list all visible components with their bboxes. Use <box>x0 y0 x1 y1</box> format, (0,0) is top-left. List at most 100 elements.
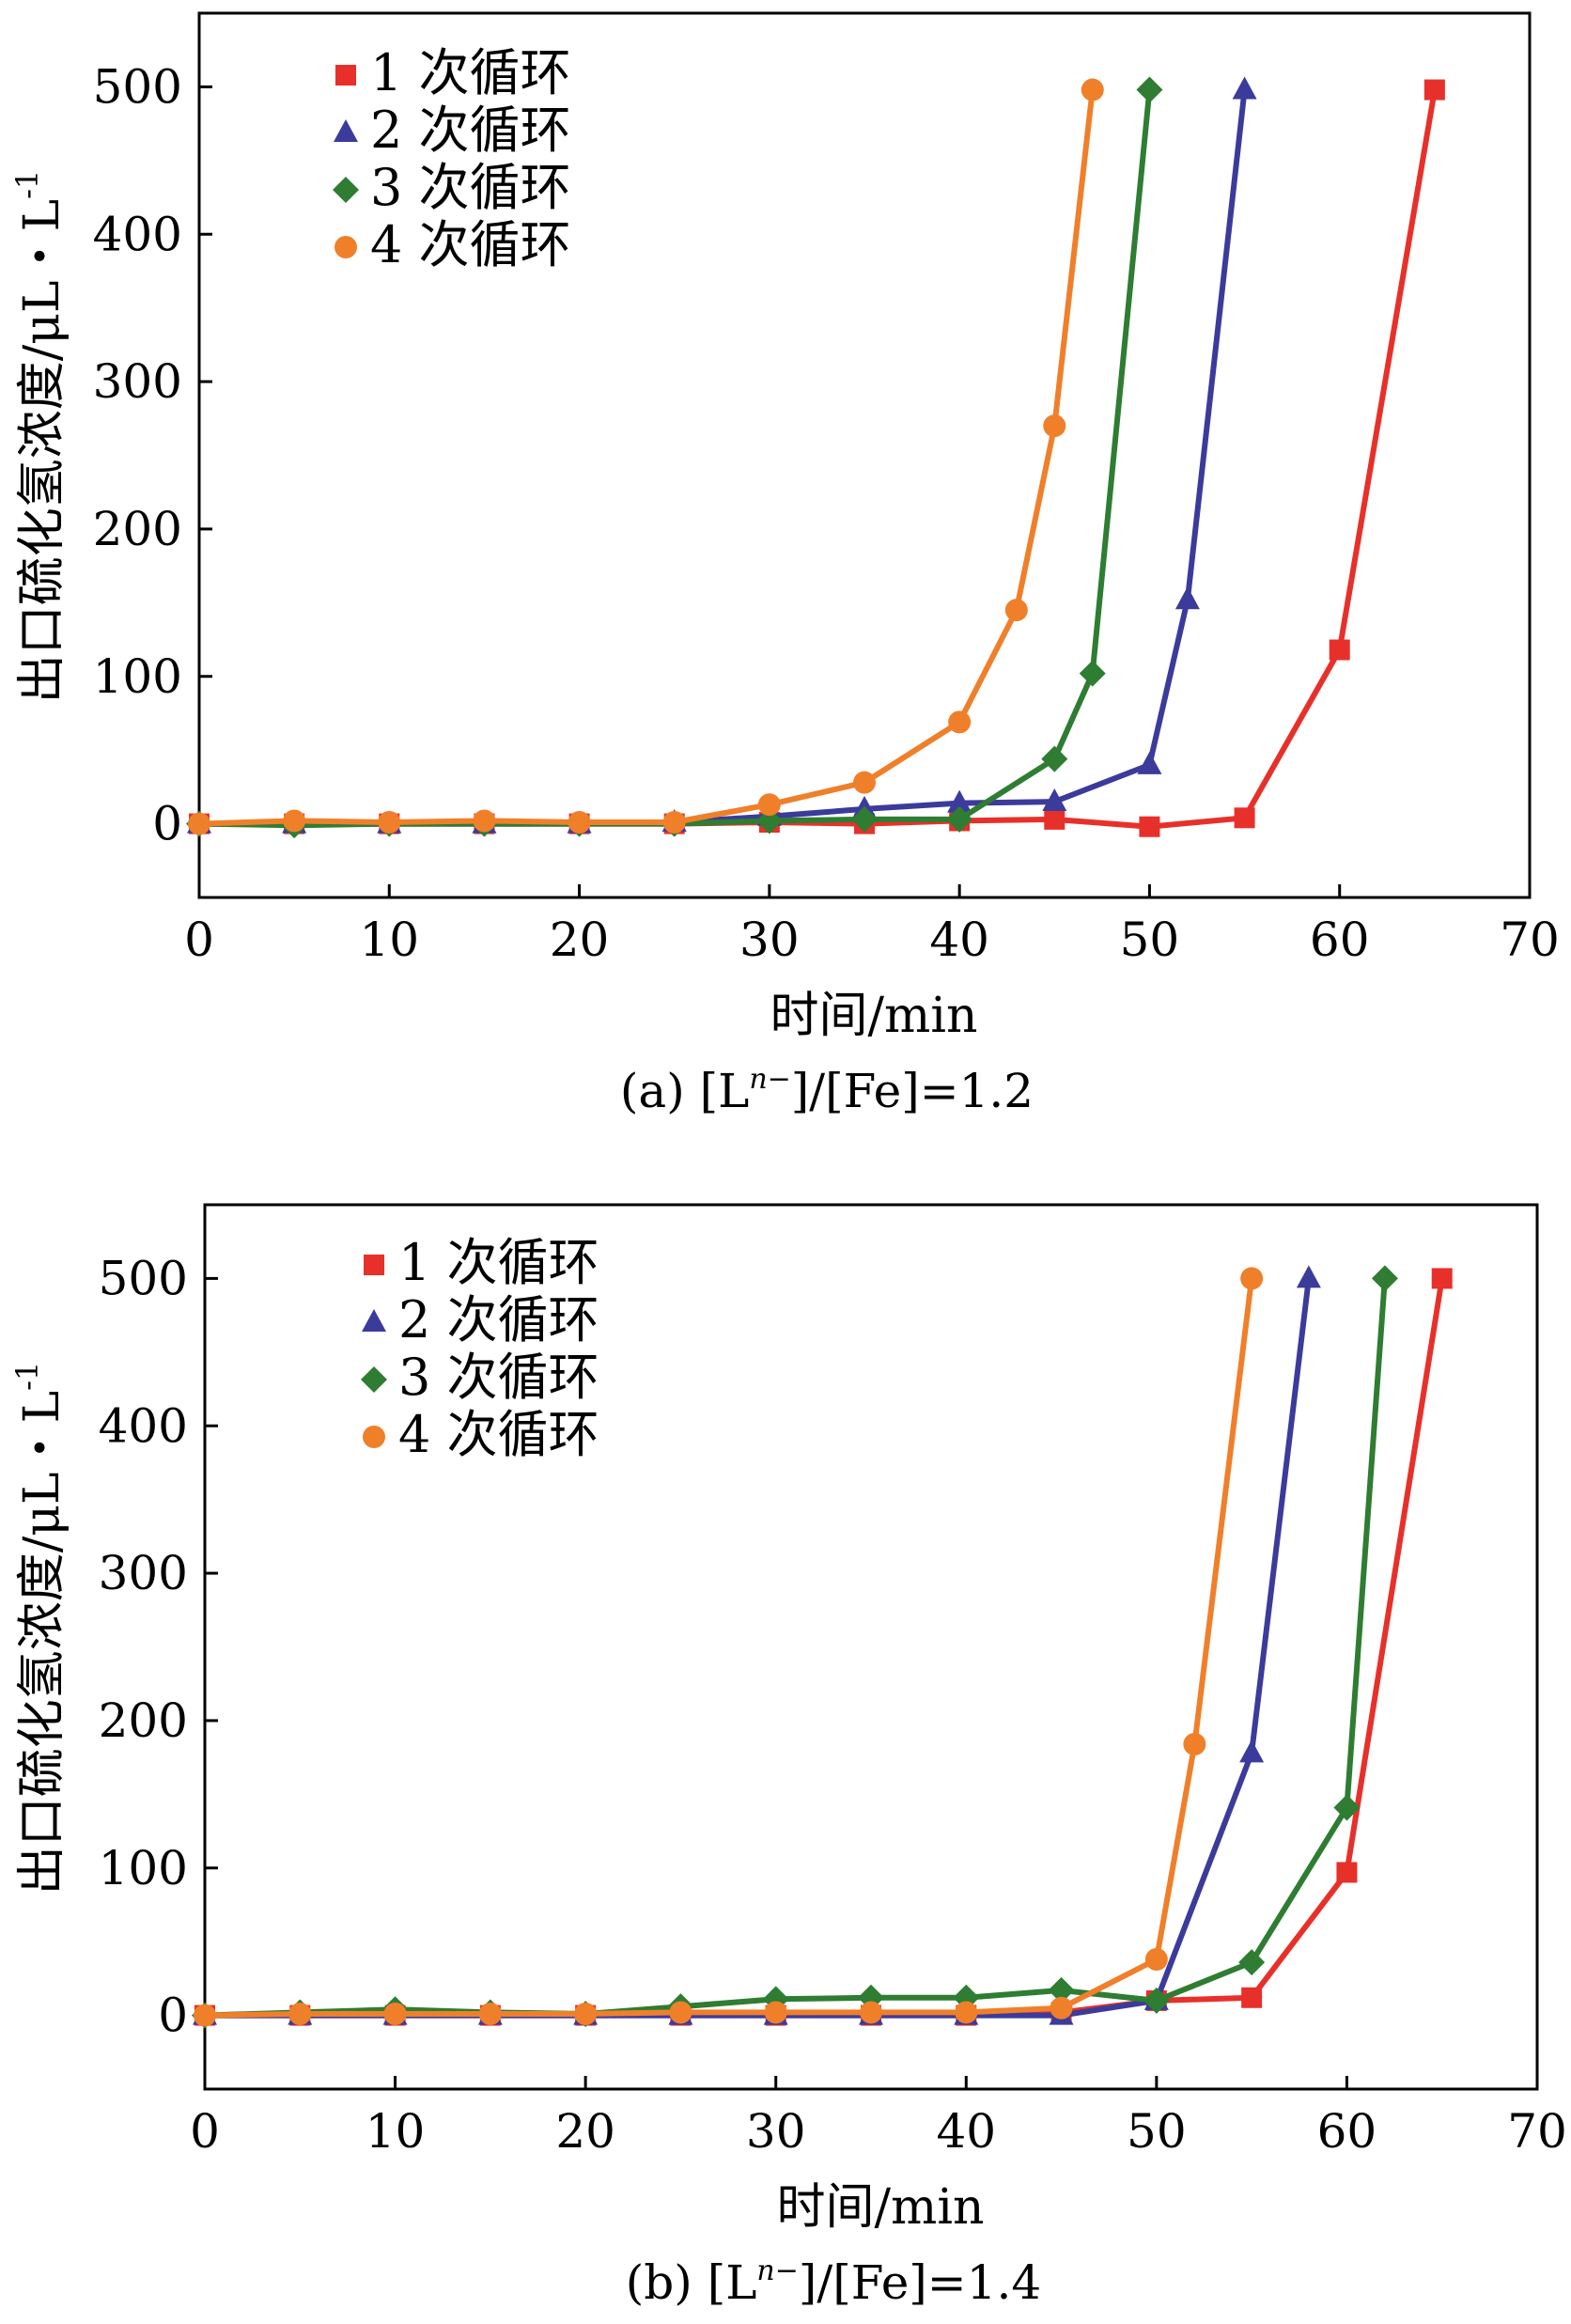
y-tick-label: 0 <box>158 1989 188 2043</box>
legend-marker <box>362 1309 386 1332</box>
data-point <box>1143 1987 1170 2014</box>
data-point <box>1081 78 1104 101</box>
data-point <box>1333 1794 1361 1821</box>
data-point <box>188 812 210 835</box>
caption-text: (a) [L <box>620 1064 749 1118</box>
chart-panel-a: 0 10 20 30 40 50 60 70 0 100 200 300 400 500 时间/min 出口硫… <box>9 11 1560 1118</box>
x-axis-label: 时间/min <box>777 2179 985 2236</box>
series-line-2 <box>199 89 1248 827</box>
data-point <box>1371 1265 1398 1292</box>
y-tick-label: 400 <box>99 1398 188 1453</box>
series-line-4 <box>204 1278 1255 2019</box>
legend-label: 1 次循环 <box>370 43 571 102</box>
y-axis-label-superscript: -1 <box>9 170 45 199</box>
data-point <box>383 2003 407 2026</box>
legend-marker <box>363 1426 385 1448</box>
data-point <box>948 710 972 734</box>
caption-text: (b) [L <box>626 2255 757 2310</box>
data-point <box>478 2003 502 2026</box>
y-tick-label: 200 <box>99 1693 188 1748</box>
data-point <box>662 811 686 834</box>
series-line-3 <box>204 1278 1388 2019</box>
legend-label: 2 次循环 <box>370 101 571 160</box>
y-axis-label: 出口硫化氢浓度/μL・L-1 <box>9 1362 70 1895</box>
y-tick-label: 0 <box>152 797 182 851</box>
x-axis-label: 时间/min <box>770 988 978 1044</box>
panel-caption: (b) [Ln−]/[Fe]=1.4 <box>626 2254 1041 2310</box>
caption-superscript: n− <box>756 2254 798 2287</box>
data-point <box>1234 807 1255 829</box>
y-axis-label-superscript: -1 <box>9 1362 45 1391</box>
plot-frame <box>197 11 1532 899</box>
legend-marker <box>334 236 357 258</box>
y-tick-label: 400 <box>93 207 182 261</box>
data-point <box>574 2003 598 2026</box>
data-point <box>764 2001 787 2024</box>
data-point <box>1239 1739 1265 1763</box>
data-point <box>568 811 591 834</box>
x-tick-label: 10 <box>366 2104 426 2159</box>
x-tick-label: 60 <box>1317 2104 1377 2159</box>
data-point <box>669 2001 692 2024</box>
data-point <box>1232 76 1257 100</box>
x-tick-label: 50 <box>1127 2104 1187 2159</box>
data-point <box>1241 1987 1263 2008</box>
data-point <box>1336 1862 1358 1883</box>
x-tick-label: 70 <box>1507 2104 1567 2159</box>
caption-superscript: n− <box>749 1063 790 1096</box>
series-line-3 <box>198 89 1153 829</box>
x-tick-label: 30 <box>739 912 800 967</box>
data-point <box>1238 1949 1266 1976</box>
x-tick-label: 20 <box>555 2104 615 2159</box>
x-tick-label: 60 <box>1310 912 1370 967</box>
data-point <box>1043 414 1066 438</box>
data-point <box>1431 1268 1453 1289</box>
data-point <box>1050 1996 1073 2020</box>
data-point <box>1329 639 1350 661</box>
y-tick-label: 300 <box>99 1546 188 1600</box>
data-point <box>288 2003 312 2026</box>
series-line-4 <box>198 89 1096 827</box>
legend-marker <box>335 65 356 86</box>
legend-label: 3 次循环 <box>370 158 571 217</box>
data-point <box>1079 660 1106 687</box>
data-point <box>283 809 306 833</box>
legend-label: 1 次循环 <box>398 1233 599 1292</box>
legend-label: 4 次循环 <box>370 215 571 274</box>
legend-marker <box>333 177 359 203</box>
data-point <box>851 805 878 833</box>
caption-tail: ]/[Fe]=1.4 <box>799 2255 1041 2310</box>
data-point <box>473 809 496 833</box>
legend-marker <box>364 1255 384 1275</box>
y-tick-label: 500 <box>93 59 182 114</box>
legend-marker <box>361 1366 387 1393</box>
x-tick-label: 0 <box>190 2104 220 2159</box>
y-axis-label-text: 出口硫化氢浓度/μL・L <box>14 199 70 703</box>
caption-tail: ]/[Fe]=1.2 <box>791 1064 1034 1118</box>
x-tick-label: 40 <box>936 2104 996 2159</box>
data-point <box>378 811 401 834</box>
data-point <box>755 807 783 834</box>
x-tick-label: 50 <box>1120 912 1180 967</box>
y-tick-label: 200 <box>93 502 182 556</box>
x-tick-label: 20 <box>550 912 610 967</box>
data-point <box>947 789 972 813</box>
x-tick-label: 40 <box>929 912 989 967</box>
data-point <box>1048 1976 1075 2004</box>
legend-label: 2 次循环 <box>398 1290 599 1349</box>
data-point <box>1042 788 1067 812</box>
data-point <box>1423 79 1445 101</box>
legend-label: 3 次循环 <box>398 1348 599 1407</box>
y-tick-label: 300 <box>93 354 182 409</box>
data-point <box>1004 599 1028 622</box>
plot-frame <box>203 1203 1539 2091</box>
data-point <box>1183 1733 1206 1756</box>
y-axis-label-text: 出口硫化氢浓度/μL・L <box>14 1391 70 1895</box>
chart-panel-b: 0 10 20 30 40 50 60 70 0 100 200 300 400 500 时间/min 出口硫… <box>9 1203 1567 2310</box>
data-point <box>853 771 876 794</box>
data-point <box>1044 808 1065 830</box>
data-point <box>1296 1265 1321 1288</box>
